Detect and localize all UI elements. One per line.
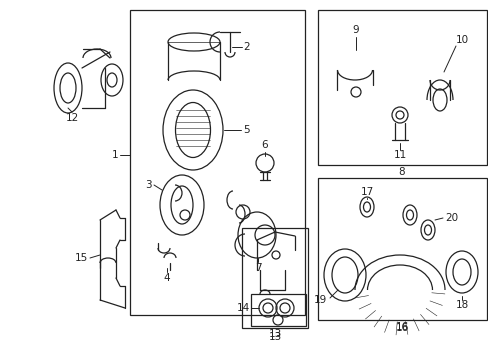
Bar xyxy=(317,178,486,320)
Text: 8: 8 xyxy=(398,167,405,177)
Text: 7: 7 xyxy=(254,263,261,273)
Text: 16: 16 xyxy=(395,323,408,333)
Text: 11: 11 xyxy=(392,150,406,160)
Text: 13: 13 xyxy=(268,332,281,342)
Text: 9: 9 xyxy=(352,25,359,35)
Text: 14: 14 xyxy=(236,303,249,313)
Text: 20: 20 xyxy=(444,213,457,223)
Bar xyxy=(130,10,305,315)
Text: 6: 6 xyxy=(261,140,268,150)
Text: 10: 10 xyxy=(455,35,468,45)
Text: 3: 3 xyxy=(145,180,152,190)
Text: 15: 15 xyxy=(75,253,88,263)
Bar xyxy=(317,10,486,165)
Bar xyxy=(242,228,307,328)
Text: 18: 18 xyxy=(454,300,468,310)
Text: 5: 5 xyxy=(243,125,249,135)
Text: 17: 17 xyxy=(360,187,373,197)
Text: 2: 2 xyxy=(243,42,249,52)
Text: 12: 12 xyxy=(65,113,79,123)
Text: 4: 4 xyxy=(163,273,170,283)
Bar xyxy=(250,294,305,326)
Text: 1: 1 xyxy=(111,150,118,160)
Text: 16: 16 xyxy=(395,322,408,332)
Text: 19: 19 xyxy=(313,295,326,305)
Text: 13: 13 xyxy=(268,329,281,339)
